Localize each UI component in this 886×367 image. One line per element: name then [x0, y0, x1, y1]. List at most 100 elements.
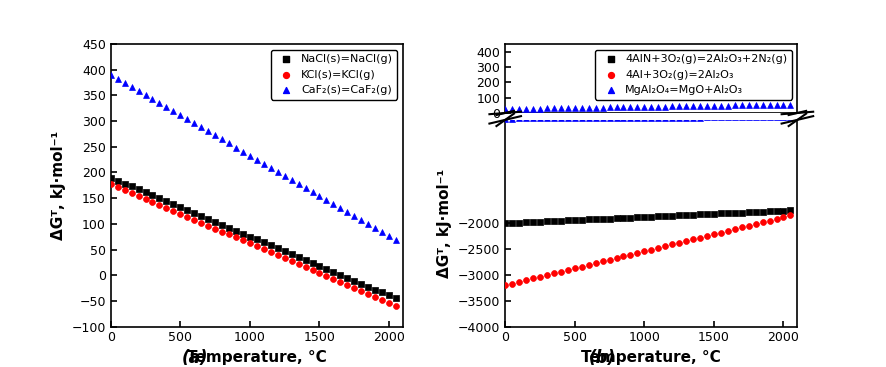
Point	[306, 189, 320, 195]
X-axis label: Temperature, °C: Temperature, °C	[187, 350, 327, 365]
Point	[637, 214, 651, 220]
Point	[519, 106, 533, 112]
Point	[125, 190, 139, 196]
Point	[243, 233, 257, 239]
Point	[532, 219, 547, 225]
Point	[519, 116, 533, 121]
Point	[131, 186, 145, 192]
Point	[145, 192, 159, 198]
Point	[644, 115, 658, 121]
Point	[498, 106, 512, 112]
Point	[602, 257, 617, 263]
Point	[264, 250, 278, 255]
Point	[595, 216, 610, 222]
Point	[588, 115, 602, 121]
Point	[602, 105, 617, 110]
Point	[575, 217, 589, 223]
Point	[742, 209, 756, 215]
Point	[672, 103, 687, 109]
Point	[526, 276, 540, 281]
Point	[658, 103, 672, 109]
Point	[651, 213, 665, 219]
Point	[326, 269, 340, 275]
Point	[291, 181, 306, 187]
Point	[519, 277, 533, 283]
Point	[658, 115, 672, 121]
Point	[313, 270, 327, 276]
Point	[624, 115, 638, 121]
Point	[187, 210, 201, 216]
Point	[763, 218, 777, 224]
Point	[776, 214, 790, 220]
Point	[215, 222, 229, 228]
Point	[749, 221, 763, 227]
Point	[700, 103, 714, 109]
Point	[257, 247, 271, 252]
Point	[769, 114, 783, 120]
Point	[630, 214, 644, 220]
Point	[347, 278, 361, 284]
Point	[264, 243, 278, 248]
Point	[319, 197, 333, 203]
Point	[693, 211, 707, 217]
Point	[568, 105, 582, 111]
Point	[749, 209, 763, 215]
Point	[679, 238, 693, 244]
Point	[118, 181, 132, 186]
Point	[319, 266, 333, 272]
Point	[581, 262, 595, 268]
Point	[361, 284, 376, 290]
Point	[637, 115, 651, 121]
Point	[714, 103, 728, 109]
Point	[347, 285, 361, 291]
Point	[243, 240, 257, 246]
Point	[208, 226, 222, 232]
Point	[686, 103, 700, 109]
Point	[776, 102, 790, 108]
Point	[624, 104, 638, 110]
Point	[686, 236, 700, 242]
Point	[180, 116, 194, 122]
Point	[547, 105, 561, 111]
Point	[588, 105, 602, 110]
Point	[581, 105, 595, 111]
Point	[575, 264, 589, 269]
Point	[159, 205, 174, 211]
Point	[637, 248, 651, 254]
Point	[333, 272, 347, 278]
Text: (b): (b)	[589, 349, 616, 367]
Point	[236, 149, 250, 155]
Point	[306, 260, 320, 266]
Point	[547, 115, 561, 121]
Point	[769, 102, 783, 108]
Point	[783, 212, 797, 218]
Point	[734, 225, 749, 230]
Point	[389, 303, 403, 309]
Point	[291, 254, 306, 260]
Point	[540, 218, 554, 224]
Point	[554, 105, 568, 111]
Point	[561, 105, 575, 111]
Point	[568, 115, 582, 121]
Point	[610, 215, 624, 221]
Point	[617, 104, 631, 110]
Point	[505, 116, 519, 121]
Point	[222, 225, 236, 230]
Point	[167, 108, 181, 114]
Point	[152, 202, 167, 208]
Point	[756, 114, 770, 120]
Point	[595, 258, 610, 264]
Point	[727, 210, 742, 216]
Point	[159, 198, 174, 204]
Point	[679, 212, 693, 218]
Point	[672, 212, 687, 218]
Point	[194, 124, 208, 130]
Point	[125, 84, 139, 90]
Point	[554, 218, 568, 224]
Point	[270, 169, 284, 175]
Point	[651, 104, 665, 110]
Point	[306, 267, 320, 273]
Point	[243, 153, 257, 159]
Point	[693, 115, 707, 120]
Point	[389, 237, 403, 243]
